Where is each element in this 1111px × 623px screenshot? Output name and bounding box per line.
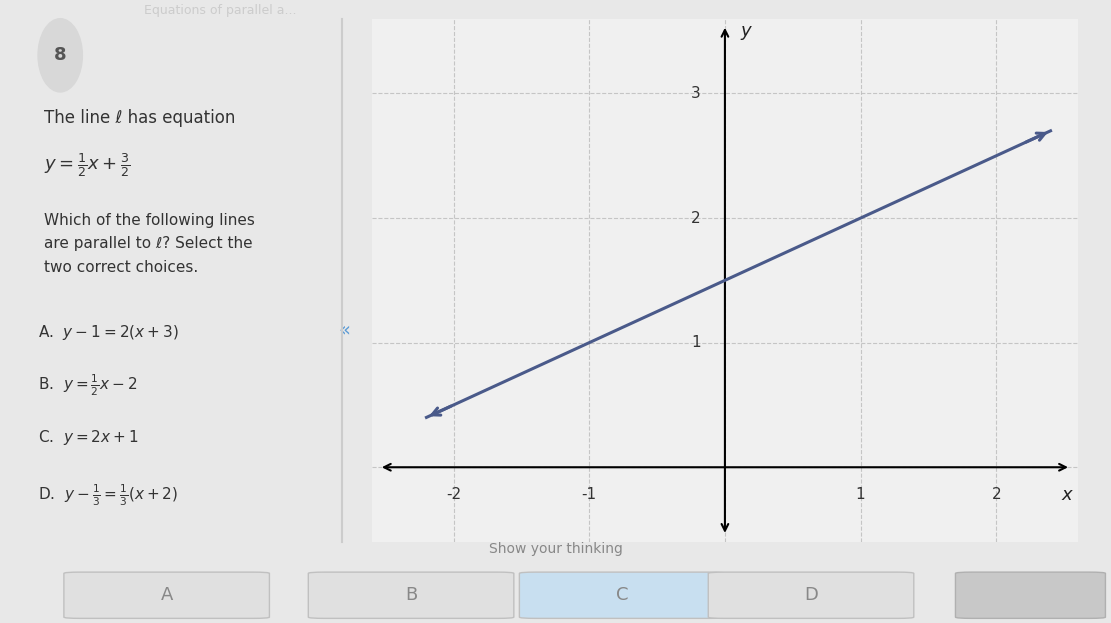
Text: Equations of parallel a...: Equations of parallel a... [144, 4, 297, 17]
Text: A: A [160, 586, 173, 604]
Text: 8: 8 [54, 46, 67, 64]
Text: -1: -1 [582, 487, 597, 502]
Text: 3: 3 [691, 86, 701, 101]
Text: B: B [404, 586, 418, 604]
Text: Show your thinking: Show your thinking [489, 542, 622, 556]
Text: D.  $y - \frac{1}{3} = \frac{1}{3}(x + 2)$: D. $y - \frac{1}{3} = \frac{1}{3}(x + 2)… [38, 482, 178, 508]
Text: 2: 2 [691, 211, 701, 226]
Text: $y = \frac{1}{2}x + \frac{3}{2}$: $y = \frac{1}{2}x + \frac{3}{2}$ [44, 151, 131, 179]
Text: D: D [804, 586, 818, 604]
Text: «: « [339, 321, 351, 340]
FancyBboxPatch shape [709, 572, 913, 619]
Text: The line ℓ has equation: The line ℓ has equation [44, 109, 236, 127]
Text: C.  $y = 2x + 1$: C. $y = 2x + 1$ [38, 428, 139, 447]
Text: x: x [1061, 486, 1072, 503]
FancyBboxPatch shape [520, 572, 725, 619]
FancyBboxPatch shape [63, 572, 269, 619]
Text: 1: 1 [691, 335, 701, 350]
Text: A.  $y - 1 = 2(x + 3)$: A. $y - 1 = 2(x + 3)$ [38, 323, 179, 342]
FancyBboxPatch shape [955, 572, 1105, 619]
Circle shape [38, 19, 82, 92]
Text: -2: -2 [446, 487, 461, 502]
Text: y: y [740, 22, 751, 40]
FancyBboxPatch shape [308, 572, 513, 619]
Text: C: C [615, 586, 629, 604]
Text: B.  $y = \frac{1}{2}x - 2$: B. $y = \frac{1}{2}x - 2$ [38, 372, 138, 398]
Text: Which of the following lines
are parallel to ℓ? Select the
two correct choices.: Which of the following lines are paralle… [44, 213, 256, 275]
Text: 2: 2 [991, 487, 1001, 502]
Text: 1: 1 [855, 487, 865, 502]
